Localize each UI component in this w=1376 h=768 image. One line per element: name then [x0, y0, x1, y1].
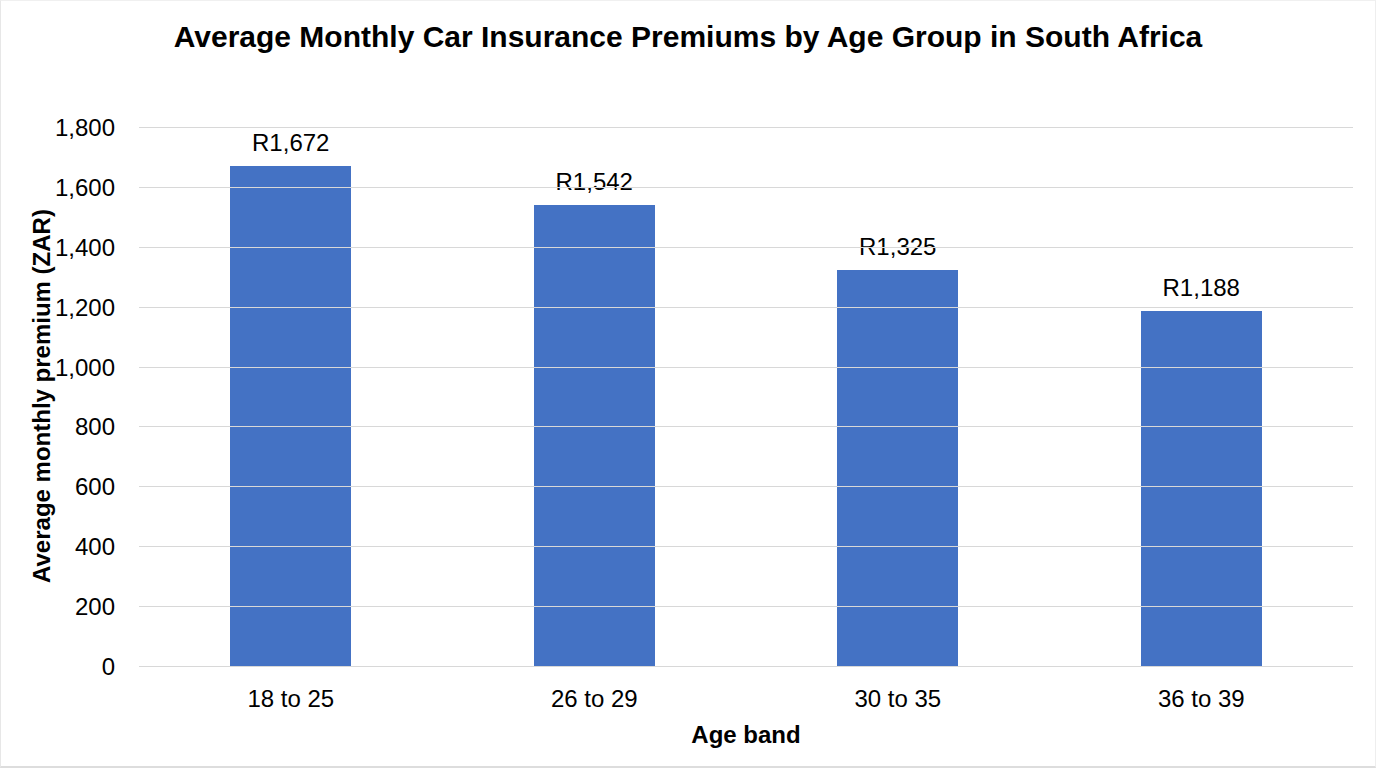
bar-slot: R1,188: [1050, 128, 1354, 667]
bars-group: R1,672 R1,542 R1,325 R1,188: [139, 128, 1353, 667]
x-tick-label: 36 to 39: [1050, 685, 1354, 713]
x-tick-label: 18 to 25: [139, 685, 443, 713]
bar-value-label: R1,188: [1163, 274, 1240, 302]
gridline: [139, 666, 1353, 667]
gridline: [139, 127, 1353, 128]
y-tick-label: 1,000: [55, 354, 115, 382]
gridline: [139, 307, 1353, 308]
x-tick-label: 26 to 29: [443, 685, 747, 713]
chart-title: Average Monthly Car Insurance Premiums b…: [1, 14, 1375, 59]
plot-area: R1,672 R1,542 R1,325 R1,188: [139, 128, 1353, 667]
bar-value-label: R1,542: [556, 168, 633, 196]
gridline: [139, 247, 1353, 248]
bar-36-to-39: R1,188: [1141, 311, 1262, 667]
y-tick-label: 1,600: [55, 174, 115, 202]
bar-30-to-35: R1,325: [837, 270, 958, 667]
x-axis-title: Age band: [139, 721, 1353, 749]
bar-slot: R1,672: [139, 128, 443, 667]
bar-chart: Average Monthly Car Insurance Premiums b…: [0, 0, 1376, 768]
y-tick-label: 200: [75, 593, 115, 621]
bar-value-label: R1,672: [252, 129, 329, 157]
x-tick-label: 30 to 35: [746, 685, 1050, 713]
gridline: [139, 546, 1353, 547]
chart-title-text: Average Monthly Car Insurance Premiums b…: [174, 14, 1203, 59]
y-tick-label: 0: [102, 653, 115, 681]
gridline: [139, 426, 1353, 427]
gridline: [139, 187, 1353, 188]
bar-slot: R1,542: [443, 128, 747, 667]
y-tick-label: 1,400: [55, 234, 115, 262]
gridline: [139, 606, 1353, 607]
bar-26-to-29: R1,542: [534, 205, 655, 667]
bar-slot: R1,325: [746, 128, 1050, 667]
y-tick-label: 1,800: [55, 114, 115, 142]
gridline: [139, 486, 1353, 487]
y-tick-label: 600: [75, 473, 115, 501]
x-axis-tick-labels: 18 to 2526 to 2930 to 3536 to 39: [139, 685, 1353, 713]
y-tick-label: 400: [75, 533, 115, 561]
y-tick-label: 800: [75, 413, 115, 441]
bar-18-to-25: R1,672: [230, 166, 351, 667]
y-tick-label: 1,200: [55, 294, 115, 322]
y-axis-tick-labels: 02004006008001,0001,2001,4001,6001,800: [1, 128, 127, 667]
gridline: [139, 367, 1353, 368]
